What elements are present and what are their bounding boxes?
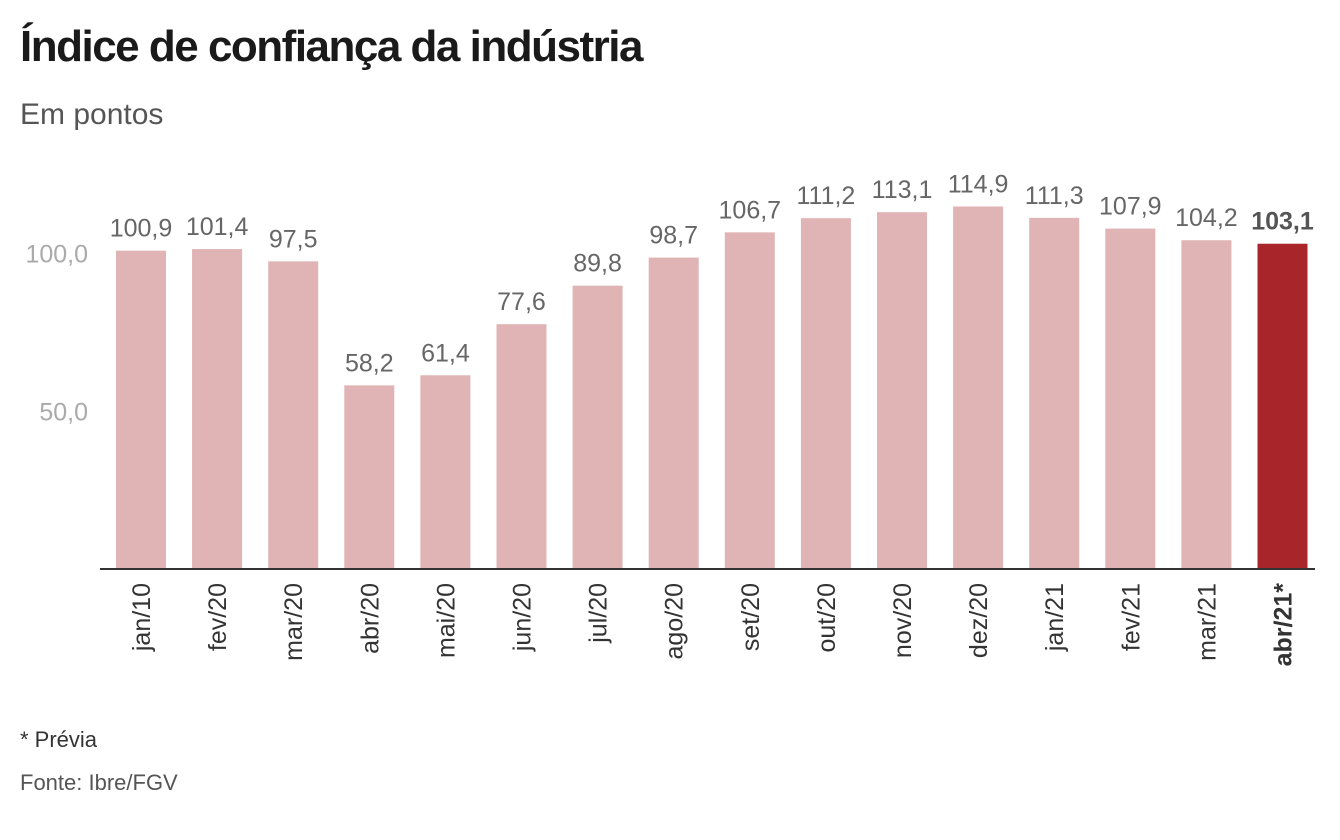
bar-value-label: 111,3 bbox=[1025, 182, 1084, 210]
bar-value-label: 103,1 bbox=[1251, 208, 1314, 236]
bar bbox=[344, 385, 395, 569]
bar bbox=[572, 285, 623, 569]
bar bbox=[800, 218, 851, 569]
bar-value-label: 114,9 bbox=[948, 170, 1009, 198]
x-tick-label: out/20 bbox=[813, 583, 841, 653]
x-tick-label: abr/21* bbox=[1270, 583, 1298, 667]
bar-value-label: 98,7 bbox=[649, 222, 698, 250]
bar bbox=[268, 261, 319, 569]
x-tick-label: mar/20 bbox=[280, 583, 308, 661]
x-tick-label: mai/20 bbox=[432, 583, 460, 658]
bar bbox=[1105, 228, 1156, 569]
x-tick-label: jun/20 bbox=[509, 583, 537, 652]
highlight-bar bbox=[1257, 243, 1308, 570]
x-tick-label: jul/20 bbox=[585, 583, 613, 644]
bar-value-label: 58,2 bbox=[345, 349, 394, 377]
bar-value-label: 77,6 bbox=[497, 288, 546, 316]
x-tick-label: ago/20 bbox=[661, 583, 689, 659]
bar-value-label: 111,2 bbox=[796, 182, 855, 210]
x-tick-label: abr/20 bbox=[356, 583, 384, 654]
bar bbox=[496, 324, 547, 569]
bar-value-label: 113,1 bbox=[872, 176, 933, 204]
bar bbox=[192, 249, 243, 569]
bar-value-label: 101,4 bbox=[186, 213, 249, 241]
x-tick-label: mar/21 bbox=[1193, 583, 1221, 661]
bar bbox=[1029, 217, 1080, 569]
x-tick-label: fev/20 bbox=[204, 583, 232, 651]
bar-value-label: 106,7 bbox=[719, 196, 782, 224]
x-tick-label: jan/21 bbox=[1041, 583, 1069, 652]
bar bbox=[420, 375, 471, 569]
bar-value-label: 89,8 bbox=[573, 250, 622, 278]
bar bbox=[724, 232, 775, 569]
bar bbox=[953, 206, 1004, 570]
footnote: * Prévia bbox=[20, 727, 98, 752]
bar bbox=[116, 250, 166, 569]
x-tick-label: fev/21 bbox=[1117, 583, 1145, 651]
chart-title: Índice de confiança da indústria bbox=[20, 22, 643, 71]
x-tick-label: dez/20 bbox=[965, 583, 993, 658]
bar bbox=[877, 212, 927, 569]
source-note: Fonte: Ibre/FGV bbox=[20, 770, 178, 795]
bar bbox=[1181, 240, 1232, 569]
x-tick-label: set/20 bbox=[737, 583, 765, 651]
bar-value-label: 100,9 bbox=[110, 215, 173, 243]
x-tick-label: nov/20 bbox=[889, 583, 917, 658]
y-tick-label: 100,0 bbox=[25, 241, 88, 269]
bar-chart: 50,0 100,0 100,9 jan/10 101,4 fev/20 97,5 mar/2… bbox=[25, 170, 1315, 667]
bar-value-label: 61,4 bbox=[421, 339, 470, 367]
x-tick-label: jan/10 bbox=[128, 583, 156, 652]
chart-subtitle: Em pontos bbox=[20, 98, 164, 131]
y-tick-label: 50,0 bbox=[39, 398, 88, 426]
bar-value-label: 107,9 bbox=[1099, 193, 1162, 221]
bar-value-label: 97,5 bbox=[269, 225, 318, 253]
bar bbox=[648, 257, 699, 569]
bar-value-label: 104,2 bbox=[1175, 204, 1238, 232]
